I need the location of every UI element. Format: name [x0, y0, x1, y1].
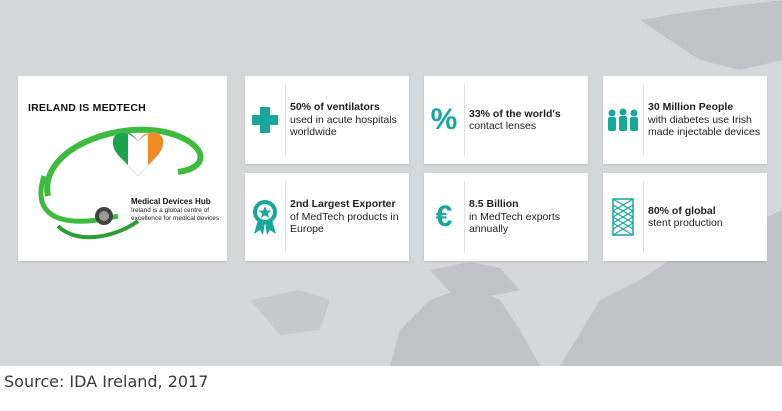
hero-title-part1: IRELAND IS: [28, 102, 93, 114]
stat-headline: 2nd Largest Exporter: [290, 198, 396, 211]
divider: [464, 84, 465, 156]
stat-detail: of MedTech products in Europe: [290, 210, 399, 236]
stethoscope-heart-illustration: [38, 126, 204, 240]
stat-detail: in MedTech exports annually: [469, 210, 561, 236]
stat-card-ventilators: 50% of ventilators used in acute hospita…: [245, 76, 409, 164]
stat-text: 30 Million People with diabetes use Iris…: [648, 76, 764, 164]
stat-detail: used in acute hospitals worldwide: [290, 113, 397, 139]
stat-card-exports: € 8.5 Billion in MedTech exports annuall…: [424, 173, 588, 261]
hero-title-part2: MEDTECH: [92, 102, 146, 114]
plus-icon: [245, 76, 285, 164]
divider: [285, 181, 286, 253]
people-icon: [603, 76, 643, 164]
stat-text: 80% of global stent production: [648, 173, 764, 261]
stat-detail: with diabetes use Irish made injectable …: [648, 113, 761, 139]
stat-text: 8.5 Billion in MedTech exports annually: [469, 173, 585, 261]
divider: [643, 181, 644, 253]
stat-text: 2nd Largest Exporter of MedTech products…: [290, 173, 406, 261]
euro-icon: €: [435, 200, 453, 233]
hero-card: IRELAND IS MEDTECH Medical Devices Hub I…: [18, 76, 227, 261]
hero-title: IRELAND IS MEDTECH: [28, 102, 146, 114]
divider: [285, 84, 286, 156]
stat-card-stents: 80% of global stent production: [603, 173, 767, 261]
stat-headline: 50% of ventilators: [290, 101, 380, 114]
stat-card-contact-lenses: % 33% of the world's contact lenses: [424, 76, 588, 164]
divider: [464, 181, 465, 253]
divider: [643, 84, 644, 156]
stat-headline: 30 Million People: [648, 101, 734, 114]
hero-description: Ireland is a global centre of excellence…: [131, 207, 220, 222]
source-caption: Source: IDA Ireland, 2017: [4, 372, 209, 391]
stat-card-diabetes: 30 Million People with diabetes use Iris…: [603, 76, 767, 164]
award-ribbon-icon: [245, 173, 285, 261]
stat-detail: contact lenses: [469, 120, 537, 132]
hero-subtitle: Medical Devices Hub: [131, 197, 211, 206]
stent-icon: [603, 173, 643, 261]
stat-headline: 33% of the world's: [469, 107, 561, 120]
stat-detail: stent production: [648, 217, 723, 229]
stat-headline: 80% of global: [648, 204, 716, 217]
stat-text: 33% of the world's contact lenses: [469, 76, 585, 164]
percent-icon: %: [430, 103, 458, 136]
stat-headline: 8.5 Billion: [469, 198, 519, 211]
stat-text: 50% of ventilators used in acute hospita…: [290, 76, 406, 164]
stat-card-exporter: 2nd Largest Exporter of MedTech products…: [245, 173, 409, 261]
